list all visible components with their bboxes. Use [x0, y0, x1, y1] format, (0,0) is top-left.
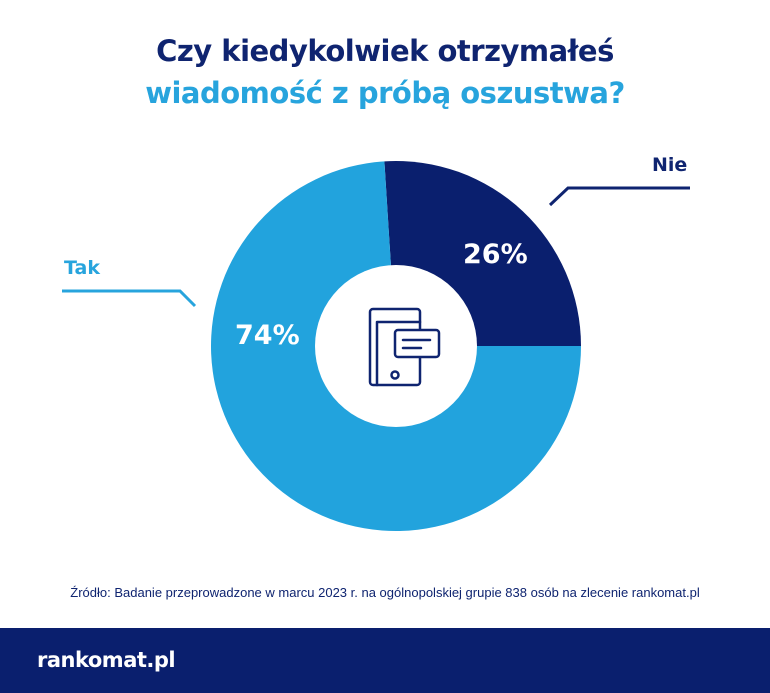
footer-band: rankomat.pl [0, 628, 770, 693]
rankomat-logo[interactable]: rankomat.pl [37, 648, 176, 672]
source-note: Źródło: Badanie przeprowadzone w marcu 2… [70, 585, 700, 600]
leader-line-nie [548, 186, 690, 207]
phone-message-icon [368, 307, 441, 387]
legend-label-nie: Nie [652, 154, 688, 176]
title-line-2: wiadomość z próbą oszustwa? [145, 76, 625, 110]
legend-label-tak: Tak [64, 257, 100, 279]
data-label-tak: 74% [235, 320, 300, 351]
data-label-nie: 26% [463, 239, 528, 270]
leader-line-tak [62, 289, 197, 308]
title-line-1: Czy kiedykolwiek otrzymałeś [156, 34, 614, 68]
